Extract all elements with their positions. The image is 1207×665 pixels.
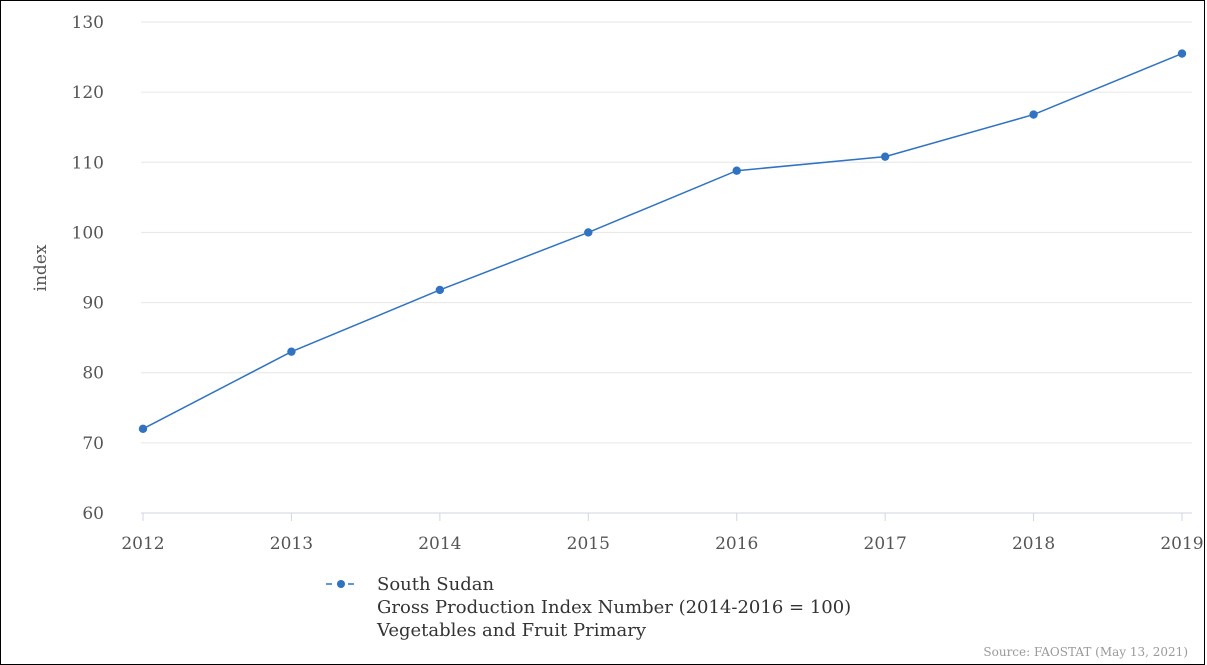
data-point[interactable] — [287, 347, 296, 356]
y-axis-label: index — [31, 244, 51, 291]
data-point[interactable] — [138, 424, 148, 434]
legend[interactable]: South Sudan Gross Production Index Numbe… — [326, 574, 851, 641]
legend-line-3: Vegetables and Fruit Primary — [376, 620, 647, 641]
grid-lines — [141, 21, 1192, 514]
x-tick-label: 2014 — [418, 534, 461, 554]
data-point[interactable] — [435, 285, 445, 295]
y-tick-label: 120 — [72, 83, 104, 103]
source-note: Source: FAOSTAT (May 13, 2021) — [983, 645, 1188, 659]
data-point[interactable] — [880, 152, 890, 161]
x-tick-label: 2013 — [270, 534, 313, 554]
data-point[interactable] — [732, 166, 741, 175]
legend-marker — [337, 580, 345, 588]
legend-line-2: Gross Production Index Number (2014-2016… — [377, 597, 851, 618]
y-tick-label: 130 — [72, 13, 104, 33]
x-tick-label: 2012 — [121, 534, 164, 554]
x-tick-label: 2017 — [864, 534, 907, 554]
y-tick-label: 80 — [82, 364, 104, 384]
data-point[interactable] — [584, 228, 593, 237]
x-tick-label: 2019 — [1160, 534, 1203, 554]
x-axis: 2012 2013 2014 2015 2016 2017 2018 2019 — [121, 513, 1204, 554]
x-tick-label: 2015 — [567, 534, 610, 554]
y-tick-label: 100 — [72, 223, 104, 243]
data-point[interactable] — [1177, 49, 1187, 58]
series-group — [138, 49, 1187, 434]
y-tick-label: 60 — [82, 504, 104, 524]
x-tick-label: 2016 — [715, 534, 758, 554]
y-axis-ticks: 60 70 80 90 100 110 120 130 — [72, 13, 104, 524]
data-point[interactable] — [1029, 110, 1038, 119]
legend-line-1: South Sudan — [377, 574, 494, 595]
y-tick-label: 90 — [82, 294, 104, 314]
y-tick-label: 110 — [72, 153, 104, 173]
series-line — [142, 52, 1183, 430]
x-tick-label: 2018 — [1012, 534, 1055, 554]
y-tick-label: 70 — [82, 434, 104, 454]
